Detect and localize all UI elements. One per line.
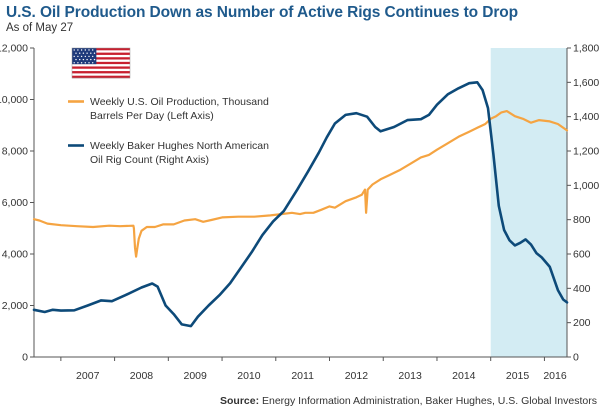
series-lines bbox=[32, 81, 569, 328]
right-axis-tick-label: 200 bbox=[573, 317, 591, 329]
right-axis-tick-label: 800 bbox=[573, 214, 591, 226]
us-flag-icon bbox=[71, 47, 131, 79]
x-axis-tick-label: 2016 bbox=[543, 370, 567, 382]
x-axis-tick-label: 2008 bbox=[130, 370, 154, 382]
x-axis-tick-label: 2010 bbox=[237, 370, 261, 382]
right-axis-tick-label: 1,000 bbox=[573, 180, 599, 192]
right-axis-tick-label: 0 bbox=[573, 352, 579, 364]
right-axis-tick-label: 1,600 bbox=[573, 77, 599, 89]
left-axis-tick-label: 8,000 bbox=[2, 146, 28, 158]
x-axis-tick-label: 2012 bbox=[345, 370, 369, 382]
x-axis-tick-label: 2011 bbox=[291, 370, 314, 382]
left-axis-tick-label: 0 bbox=[22, 352, 28, 364]
left-axis-tick-label: 2,000 bbox=[2, 300, 28, 312]
chart-subtitle: As of May 27 bbox=[6, 22, 74, 34]
source-label: Source: bbox=[219, 395, 260, 407]
right-axis-tick-label: 400 bbox=[573, 283, 591, 295]
right-axis-tick-label: 1,400 bbox=[573, 111, 599, 123]
left-axis-tick-label: 6,000 bbox=[2, 197, 28, 209]
right-axis-tick-label: 600 bbox=[573, 249, 591, 261]
oil-production-line bbox=[32, 110, 569, 258]
source-text: Energy Information Administration, Baker… bbox=[259, 395, 597, 407]
right-axis-tick-label: 1,200 bbox=[573, 146, 599, 158]
chart-area: 0 2,000 4,000 6,000 8,000 10,000 12,000 0 200 400… bbox=[0, 43, 599, 383]
legend-label-production: Weekly U.S. Oil Production, Thousand Barr… bbox=[90, 96, 269, 122]
right-axis-tick-label: 1,800 bbox=[573, 43, 599, 55]
left-axis-tick-label: 4,000 bbox=[2, 249, 28, 261]
x-axis-tick-label: 2014 bbox=[452, 370, 476, 382]
x-axis-tick-label: 2007 bbox=[76, 370, 100, 382]
highlight-2015-2016 bbox=[490, 48, 567, 357]
axes: 0 2,000 4,000 6,000 8,000 10,000 12,000 0 200 400… bbox=[0, 43, 599, 383]
legend: Weekly U.S. Oil Production, Thousand Barr… bbox=[68, 96, 269, 166]
x-axis-tick-label: 2013 bbox=[398, 370, 422, 382]
source-note: Source: Energy Information Administratio… bbox=[220, 395, 597, 407]
x-axis-tick-label: 2015 bbox=[506, 370, 530, 382]
x-axis-tick-label: 2009 bbox=[184, 370, 208, 382]
rig-count-line bbox=[32, 81, 569, 328]
legend-label-rigs: Weekly Baker Hughes North American Oil Ri… bbox=[90, 140, 269, 166]
left-axis-tick-label: 10,000 bbox=[0, 94, 28, 106]
chart-title: U.S. Oil Production Down as Number of Ac… bbox=[6, 4, 519, 21]
left-axis-tick-label: 12,000 bbox=[0, 43, 28, 55]
